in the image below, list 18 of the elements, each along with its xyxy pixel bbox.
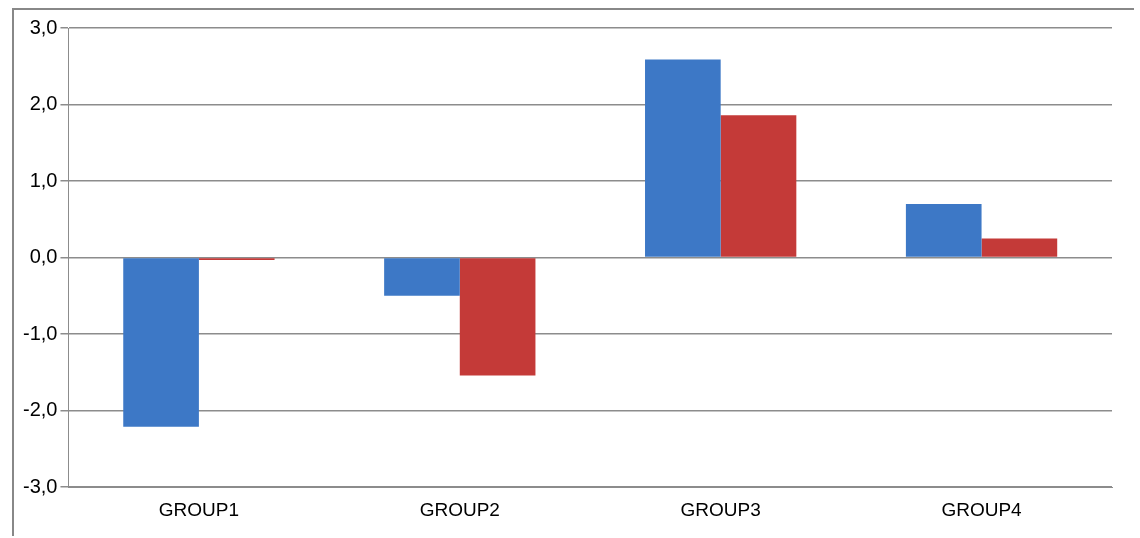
- x-tick-label: GROUP3: [680, 498, 761, 520]
- bar: [981, 238, 1058, 257]
- bar: [384, 258, 460, 296]
- bar: [459, 258, 536, 376]
- y-tick-label: 1,0: [29, 168, 58, 191]
- x-tick-label: GROUP2: [419, 498, 500, 520]
- bar: [905, 204, 982, 257]
- y-tick-label: -3,0: [22, 474, 58, 497]
- bar: [720, 115, 797, 257]
- y-tick-label: -1,0: [22, 321, 58, 344]
- y-tick-label: -2,0: [22, 398, 58, 421]
- y-tick-label: 2,0: [29, 92, 58, 115]
- y-tick-label: 0,0: [29, 245, 58, 268]
- bar: [123, 258, 199, 427]
- x-tick-label: GROUP4: [941, 498, 1023, 520]
- x-tick-label: GROUP1: [158, 498, 240, 520]
- y-tick-label: 3,0: [29, 15, 58, 38]
- bar: [645, 59, 721, 257]
